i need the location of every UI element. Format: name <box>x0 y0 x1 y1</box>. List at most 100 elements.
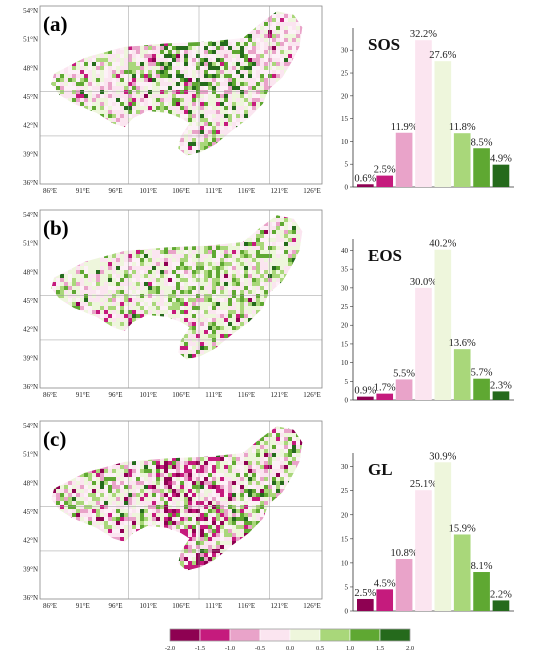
lat-label: 54°N <box>23 211 38 219</box>
y-tick-label: 40 <box>341 247 349 255</box>
lon-label: 111°E <box>205 391 222 399</box>
bar-value-label: 13.6% <box>449 338 476 349</box>
y-tick-label: 0 <box>345 184 349 192</box>
colorbar-tick-label: -0.5 <box>255 645 265 652</box>
bar-value-label: 1.7% <box>374 383 396 394</box>
bar-value-label: 25.1% <box>410 479 437 490</box>
bar-value-label: 30.0% <box>410 277 437 288</box>
lon-label: 111°E <box>205 602 222 610</box>
histogram-eos: 05101520253035400.9%1.7%5.5%30.0%40.2%13… <box>341 239 514 405</box>
colorbar-segment <box>350 629 380 641</box>
bar <box>473 148 490 187</box>
y-tick-label: 25 <box>341 487 349 495</box>
y-tick-label: 10 <box>341 559 349 567</box>
lat-label: 45°N <box>23 508 38 516</box>
lat-label: 42°N <box>23 537 38 545</box>
y-tick-label: 5 <box>345 378 349 386</box>
chart-title: EOS <box>368 246 402 265</box>
bar <box>376 589 393 611</box>
lon-label: 96°E <box>108 391 122 399</box>
y-tick-label: 30 <box>341 284 349 292</box>
bar <box>454 534 471 611</box>
colorbar-tick-label: -2.0 <box>165 645 175 652</box>
lat-label: 51°N <box>23 240 38 248</box>
bar <box>357 397 374 400</box>
colorbar-segment <box>200 629 230 641</box>
lon-label: 121°E <box>270 602 288 610</box>
lat-label: 42°N <box>23 122 38 130</box>
y-tick-label: 30 <box>341 463 349 471</box>
bar <box>357 599 374 611</box>
lon-label: 126°E <box>303 187 321 195</box>
lon-label: 96°E <box>108 602 122 610</box>
bar <box>357 184 374 187</box>
y-tick-label: 20 <box>341 322 349 330</box>
bar-value-label: 40.2% <box>429 239 456 250</box>
colorbar-tick-label: -1.0 <box>225 645 235 652</box>
colorbar-segment <box>170 629 200 641</box>
lon-label: 126°E <box>303 602 321 610</box>
y-tick-label: 5 <box>345 161 349 169</box>
lon-label: 106°E <box>172 602 190 610</box>
colorbar-segment <box>290 629 320 641</box>
bar-value-label: 2.5% <box>354 588 376 599</box>
colorbar-segment <box>230 629 260 641</box>
lon-label: 111°E <box>205 187 222 195</box>
y-tick-label: 25 <box>341 70 349 78</box>
bar-value-label: 11.8% <box>449 122 476 133</box>
lat-label: 45°N <box>23 297 38 305</box>
histogram-sos: 0510152025300.6%2.5%11.9%32.2%27.6%11.8%… <box>341 28 514 192</box>
lat-label: 42°N <box>23 326 38 334</box>
y-tick-label: 15 <box>341 535 349 543</box>
y-tick-label: 5 <box>345 583 349 591</box>
bar-value-label: 4.5% <box>374 578 396 589</box>
map-panels: 54°N 51°N 48°N 45°N 42°N 39°N 36°N 86°E 91°E 96°E… <box>23 6 324 610</box>
lat-label: 39°N <box>23 565 38 573</box>
lon-label: 121°E <box>270 187 288 195</box>
bar-value-label: 11.9% <box>391 122 418 133</box>
lon-label: 96°E <box>108 187 122 195</box>
y-tick-label: 20 <box>341 511 349 519</box>
lat-label: 36°N <box>23 383 38 391</box>
bar <box>396 379 413 400</box>
bar <box>493 600 510 611</box>
lon-label: 121°E <box>270 391 288 399</box>
y-tick-label: 0 <box>345 608 349 616</box>
lon-label: 86°E <box>43 391 57 399</box>
lat-label: 39°N <box>23 150 38 158</box>
lon-label: 126°E <box>303 391 321 399</box>
lat-label: 45°N <box>23 93 38 101</box>
lon-label: 91°E <box>76 391 90 399</box>
lon-label: 116°E <box>238 187 255 195</box>
colorbar-segment <box>260 629 290 641</box>
bar <box>493 391 510 400</box>
colorbar-tick-label: 1.5 <box>376 645 384 652</box>
bar <box>493 165 510 187</box>
lat-label: 54°N <box>23 7 38 15</box>
panel-label: (b) <box>43 216 69 240</box>
bar-value-label: 5.7% <box>471 368 493 379</box>
lat-label: 36°N <box>23 594 38 602</box>
y-tick-label: 15 <box>341 115 349 123</box>
bar <box>376 176 393 187</box>
y-tick-label: 10 <box>341 138 349 146</box>
bar <box>415 490 432 611</box>
lon-label: 86°E <box>43 602 57 610</box>
y-tick-label: 0 <box>345 397 349 405</box>
bar-value-label: 8.5% <box>471 137 493 148</box>
lat-label: 54°N <box>23 422 38 430</box>
lon-label: 116°E <box>238 602 255 610</box>
lon-label: 91°E <box>76 187 90 195</box>
lon-label: 116°E <box>238 391 255 399</box>
colorbar-tick-label: 1.0 <box>346 645 354 652</box>
lat-label: 51°N <box>23 451 38 459</box>
colorbar-tick-label: 0.0 <box>286 645 294 652</box>
lat-label: 48°N <box>23 479 38 487</box>
bar <box>435 250 452 400</box>
bar-value-label: 2.5% <box>374 165 396 176</box>
bar-value-label: 5.5% <box>393 368 415 379</box>
